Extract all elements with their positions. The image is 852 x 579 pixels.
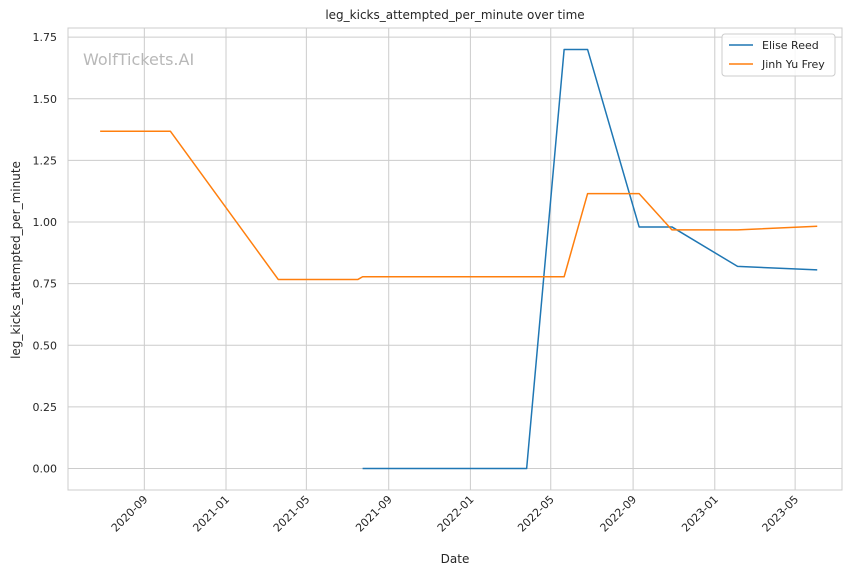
watermark-text: WolfTickets.AI	[83, 50, 194, 69]
series-line	[362, 48, 818, 470]
chart-title: leg_kicks_attempted_per_minute over time	[325, 8, 584, 22]
y-tick-label: 0.00	[33, 463, 58, 476]
series-lines	[100, 48, 818, 470]
y-tick-label: 1.25	[33, 154, 58, 167]
y-tick-label: 1.75	[33, 31, 58, 44]
legend-label: Jinh Yu Frey	[761, 58, 825, 71]
legend: Elise Reed Jinh Yu Frey	[721, 33, 836, 77]
series-line	[100, 130, 818, 281]
x-axis-label: Date	[441, 552, 470, 566]
y-tick-labels: 0.00 0.25 0.50 0.75 1.00 1.25 1.50 1.75	[33, 31, 58, 475]
plot-frame	[67, 27, 843, 491]
legend-label: Elise Reed	[762, 39, 819, 52]
y-tick-label: 0.25	[33, 401, 58, 414]
y-tick-label: 0.75	[33, 278, 58, 291]
y-tick-label: 0.50	[33, 339, 58, 352]
y-tick-label: 1.50	[33, 93, 58, 106]
y-axis-label: leg_kicks_attempted_per_minute	[9, 161, 23, 359]
y-tick-label: 1.00	[33, 216, 58, 229]
grid	[68, 28, 842, 490]
